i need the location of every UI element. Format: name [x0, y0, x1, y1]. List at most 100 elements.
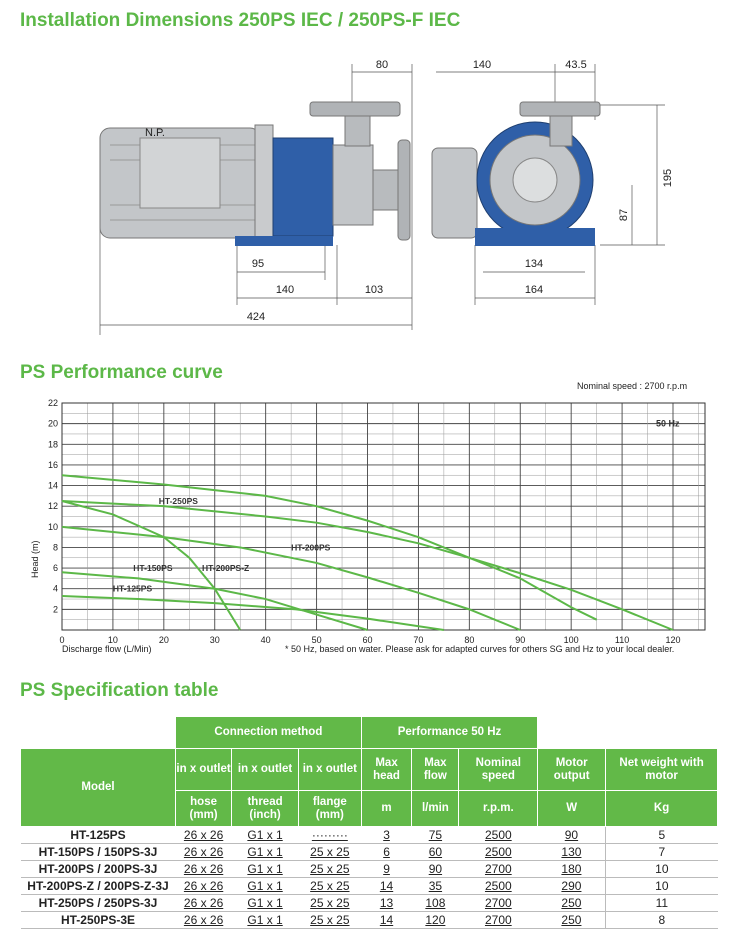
curve-title: PS Performance curve: [20, 362, 223, 383]
x-tick-label: 50: [312, 635, 322, 645]
table-cell: ·········: [298, 826, 362, 844]
table-cell: G1 x 1: [231, 860, 299, 878]
table-cell: G1 x 1: [231, 826, 299, 844]
model-cell: HT-250PS-3E: [20, 911, 176, 929]
cell-value: 180: [561, 862, 582, 876]
nominal-speed: Nominal speed : 2700 r.p.m: [577, 381, 688, 391]
column-header: Net weight with motor: [605, 748, 718, 791]
table-cell: 180: [537, 860, 606, 878]
dimensions-title: Installation Dimensions 250PS IEC / 250P…: [20, 10, 461, 31]
column-header: in x outlet: [297, 748, 362, 791]
cell-value: 250: [561, 913, 582, 927]
table-row: HT-150PS / 150PS-3J 26 x 26 G1 x 1 25 x 25 6…: [20, 843, 718, 861]
x-tick-label: 70: [413, 635, 423, 645]
column-header: in x outlet: [231, 748, 299, 791]
cell-value: 120: [425, 913, 446, 927]
table-cell: 3: [361, 826, 412, 844]
table-cell: 2700: [458, 894, 538, 912]
table-cell: 14: [361, 877, 412, 895]
model-cell: HT-125PS: [20, 826, 176, 844]
unit-header: l/min: [411, 790, 460, 827]
series-line: [61, 594, 445, 631]
table-cell: 26 x 26: [175, 911, 232, 929]
performance-chart: 2 4 6 8 10 12 14 16 18 20 22 0 10 20 30 40 50 60 70 80 90 100…: [30, 398, 706, 645]
column-header: Max head: [360, 748, 413, 791]
table-cell: 9: [361, 860, 412, 878]
unit-header: hose (mm): [174, 790, 233, 827]
table-cell: 35: [411, 877, 459, 895]
x-tick-label: 120: [665, 635, 680, 645]
cell-value: 90: [564, 828, 579, 842]
cell-value: 14: [379, 913, 394, 927]
table-cell: 11: [605, 894, 718, 912]
table-cell: 26 x 26: [175, 843, 232, 861]
group-performance: Performance 50 Hz: [360, 716, 539, 749]
cell-value: 35: [428, 879, 443, 893]
cell-value: G1 x 1: [247, 828, 283, 842]
table-cell: 25 x 25: [298, 877, 362, 895]
table-cell: G1 x 1: [231, 911, 299, 929]
table-cell: G1 x 1: [231, 894, 299, 912]
cell-value: 2700: [484, 913, 512, 927]
unit-header: r.p.m.: [458, 790, 539, 827]
table-cell: 290: [537, 877, 606, 895]
dim-43-5: 43.5: [565, 59, 586, 71]
x-axis-label: Discharge flow (L/Min): [62, 644, 152, 654]
x-tick-label: 40: [261, 635, 271, 645]
table-cell: 2500: [458, 826, 538, 844]
column-header: Max flow: [411, 748, 460, 791]
cell-value: 290: [561, 879, 582, 893]
cell-value: 26 x 26: [183, 862, 224, 876]
y-tick-label: 14: [48, 481, 58, 491]
table-cell: 2700: [458, 860, 538, 878]
cell-value: G1 x 1: [247, 862, 283, 876]
cell-value: 3: [383, 828, 390, 842]
dim-140-top: 140: [473, 59, 491, 71]
table-cell: 130: [537, 843, 606, 861]
series-line: [61, 571, 368, 631]
x-tick-label: 10: [108, 635, 118, 645]
cell-value: G1 x 1: [247, 896, 283, 910]
x-tick-label: 20: [159, 635, 169, 645]
dim-424: 424: [247, 311, 265, 323]
series-label: HT-200PS-Z: [202, 563, 249, 573]
y-tick-label: 8: [53, 542, 58, 552]
cell-value: 25 x 25: [310, 862, 350, 876]
column-header: Nominal speed: [458, 748, 539, 791]
cell-value: 26 x 26: [183, 828, 224, 842]
model-cell: HT-250PS / 250PS-3J: [20, 894, 176, 912]
model-cell: HT-200PS / 200PS-3J: [20, 860, 176, 878]
table-row: HT-250PS-3E 26 x 26 G1 x 1 25 x 25 14 120 2700…: [20, 911, 718, 929]
table-cell: 60: [411, 843, 459, 861]
series-line: [61, 500, 598, 621]
table-cell: 10: [605, 860, 718, 878]
cell-value: 13: [379, 896, 394, 910]
dim-164: 164: [525, 284, 543, 296]
table-cell: 26 x 26: [175, 826, 232, 844]
cell-value: 2500: [484, 879, 512, 893]
table-cell: 25 x 25: [298, 911, 362, 929]
x-tick-label: 100: [564, 635, 579, 645]
column-header: in x outlet: [174, 748, 233, 791]
y-tick-label: 6: [53, 563, 58, 573]
cell-value: 60: [428, 845, 443, 859]
dim-134: 134: [525, 258, 543, 270]
spec-table: Connection method Performance 50 Hz Mode…: [20, 716, 718, 929]
cell-value: 25 x 25: [310, 896, 350, 910]
table-cell: 25 x 25: [298, 894, 362, 912]
cell-value: 25 x 25: [310, 845, 350, 859]
dim-87: 87: [618, 209, 630, 221]
table-row: HT-250PS / 250PS-3J 26 x 26 G1 x 1 25 x 25 1…: [20, 894, 718, 912]
table-cell: 25 x 25: [298, 843, 362, 861]
dim-140: 140: [276, 284, 294, 296]
table-cell: 6: [361, 843, 412, 861]
cell-value: 90: [428, 862, 443, 876]
unit-header: flange (mm): [297, 790, 362, 827]
table-cell: 90: [537, 826, 606, 844]
y-tick-label: 20: [48, 419, 58, 429]
cell-value: 6: [383, 845, 390, 859]
table-row: HT-200PS / 200PS-3J 26 x 26 G1 x 1 25 x 25 9…: [20, 860, 718, 878]
table-cell: 2500: [458, 843, 538, 861]
table-cell: 8: [605, 911, 718, 929]
table-cell: 90: [411, 860, 459, 878]
